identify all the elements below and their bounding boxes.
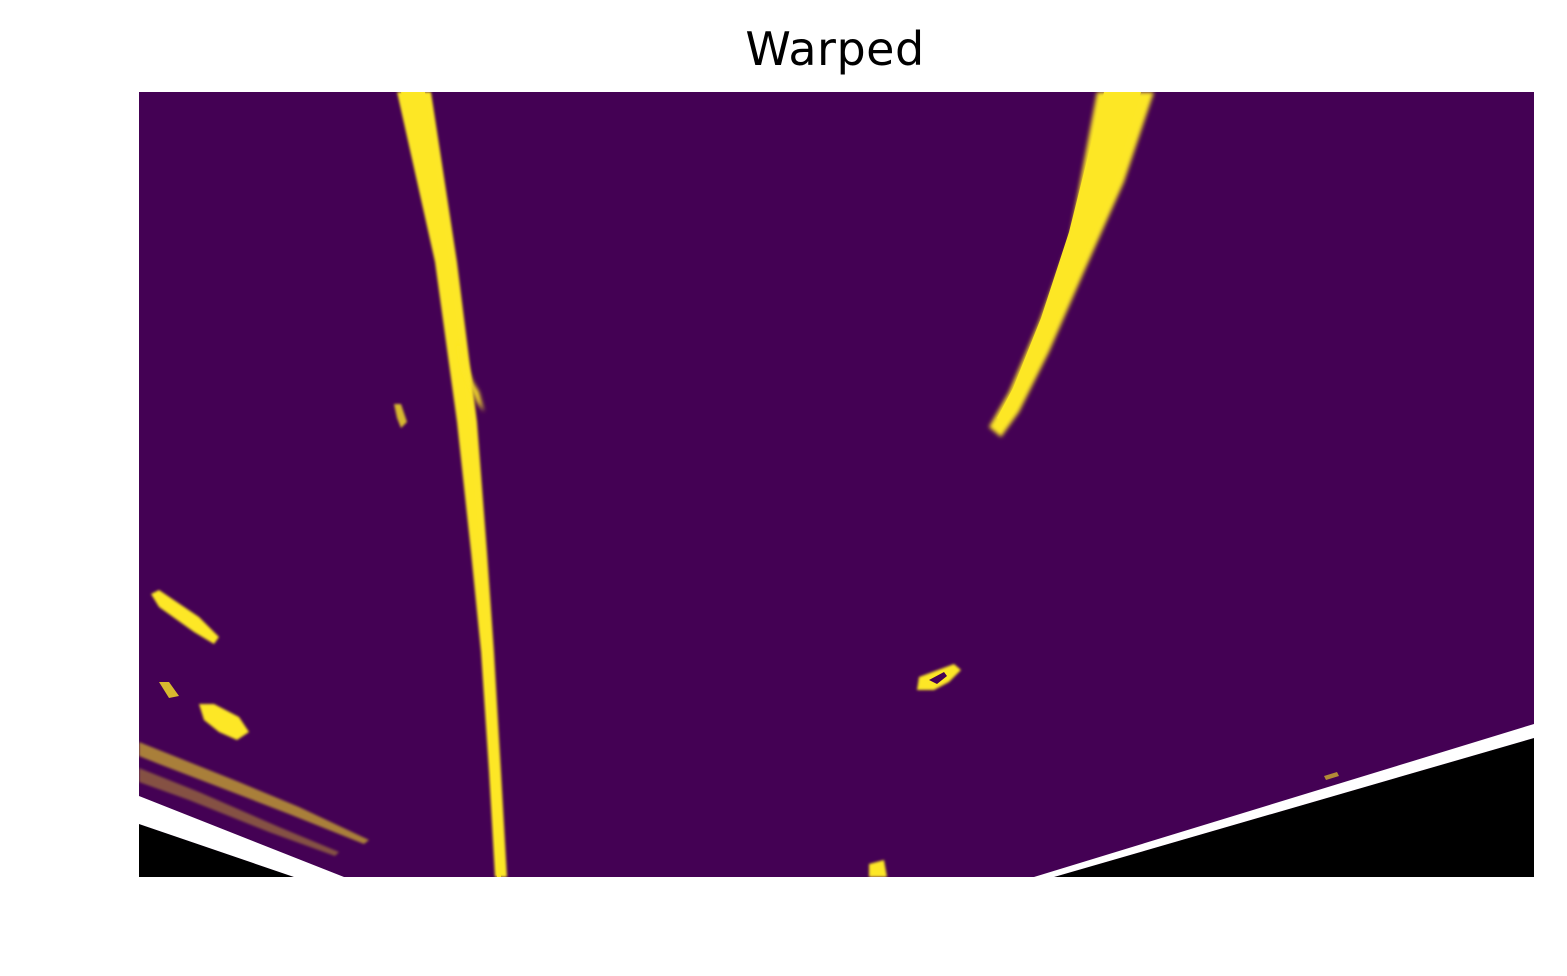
left-lane-line: [397, 92, 507, 877]
warped-binary-image: [139, 92, 1534, 877]
border-band-right: [1034, 724, 1534, 877]
warped-image-panel: [139, 92, 1534, 877]
center-fragments: [869, 664, 1339, 877]
left-edge-fragments: [139, 404, 407, 856]
right-lane-line: [989, 92, 1154, 437]
border-band-left: [139, 796, 344, 877]
warped-region: [139, 92, 1534, 877]
figure-title: Warped: [745, 22, 925, 76]
